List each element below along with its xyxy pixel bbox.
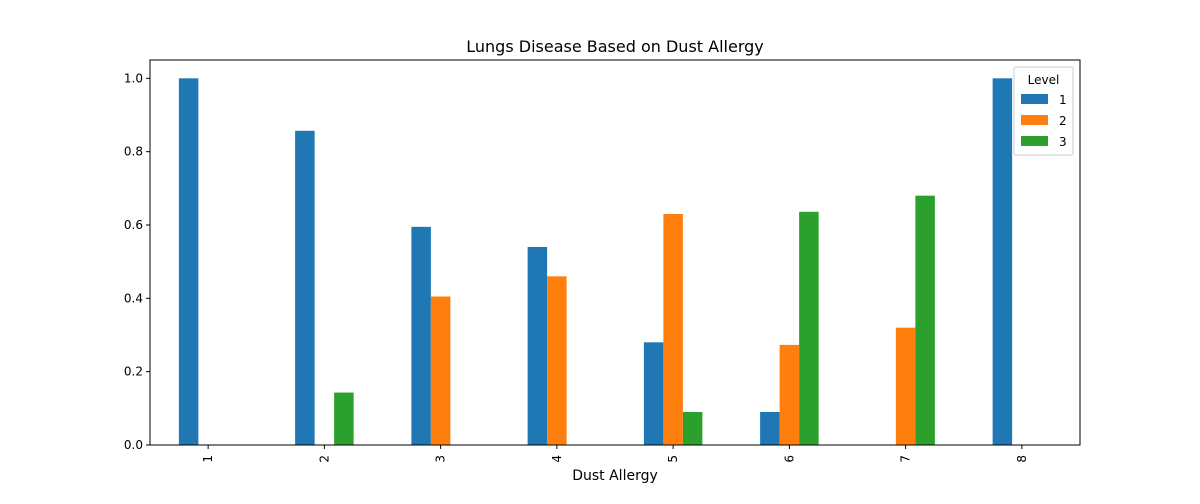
bars-layer	[178, 78, 1013, 445]
bar-level-3-allergy-5	[682, 412, 703, 445]
x-axis-label: Dust Allergy	[572, 468, 658, 484]
legend: Level 1 2 3	[1013, 66, 1074, 156]
y-tick-label: 1.0	[124, 71, 143, 85]
y-tick-label: 0.0	[124, 438, 143, 452]
bar-level-2-allergy-3	[430, 296, 451, 445]
x-tick-label: 7	[899, 455, 913, 463]
chart-title: Lungs Disease Based on Dust Allergy	[466, 37, 763, 56]
y-tick-label: 0.4	[124, 291, 143, 305]
bar-level-1-allergy-1	[178, 78, 199, 445]
x-tick-label: 5	[666, 455, 680, 463]
bar-level-1-allergy-8	[992, 78, 1013, 445]
y-tick-label: 0.2	[124, 365, 143, 379]
y-tick-label: 0.6	[124, 218, 143, 232]
bar-level-1-allergy-5	[643, 342, 664, 445]
legend-box	[1013, 66, 1074, 156]
legend-swatch-level-2	[1021, 115, 1048, 125]
x-tick-label: 8	[1015, 455, 1029, 463]
x-tick-label: 6	[782, 455, 796, 463]
bar-level-3-allergy-6	[799, 211, 819, 445]
x-tick-label: 3	[434, 455, 448, 463]
bar-level-2-allergy-4	[547, 276, 567, 445]
bar-level-3-allergy-7	[915, 195, 935, 445]
x-tick-label: 2	[317, 455, 331, 463]
x-tick-label: 4	[550, 455, 564, 463]
legend-swatch-level-1	[1021, 94, 1048, 104]
bar-level-2-allergy-6	[779, 344, 800, 445]
bar-level-1-allergy-2	[295, 130, 315, 445]
legend-label-level-3: 3	[1059, 135, 1067, 149]
bar-level-2-allergy-5	[663, 214, 683, 445]
x-tick-label: 1	[201, 455, 215, 463]
bar-level-2-allergy-7	[895, 327, 916, 445]
bar-level-1-allergy-3	[411, 226, 431, 445]
axes-layer: 0.0 0.2 0.4 0.6 0.8 1.0 1 2 3 4 5 6 7 8	[124, 59, 1081, 463]
plot-frame	[149, 59, 1081, 446]
bar-level-1-allergy-4	[527, 247, 548, 445]
bar-level-1-allergy-6	[760, 412, 780, 445]
bar-level-3-allergy-2	[334, 392, 354, 445]
legend-label-level-1: 1	[1059, 93, 1067, 107]
legend-title: Level	[1028, 73, 1060, 87]
y-tick-label: 0.8	[124, 145, 143, 159]
legend-label-level-2: 2	[1059, 114, 1067, 128]
legend-swatch-level-3	[1021, 136, 1048, 146]
